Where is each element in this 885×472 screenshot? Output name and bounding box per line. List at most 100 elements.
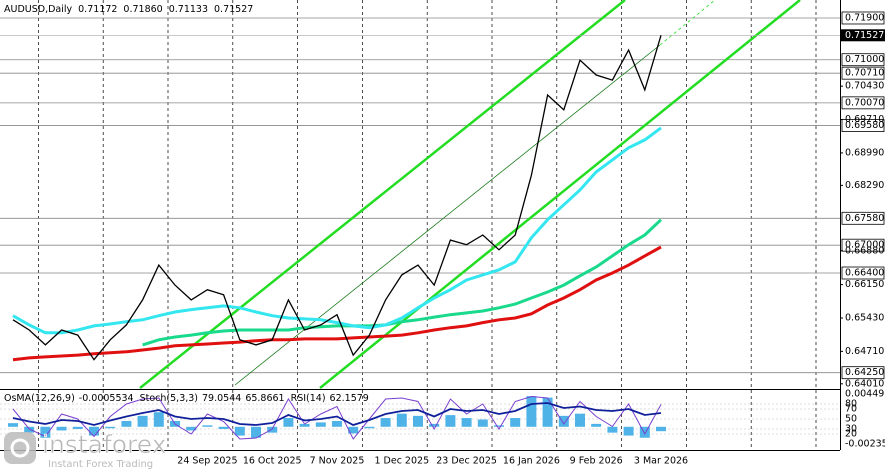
osma-bar [380,418,391,427]
osma-bar [575,413,585,427]
y-tick-label: 20 [845,429,857,440]
level-label: 0.66400 [845,268,884,279]
osma-bar [72,426,83,429]
y-tick-label: 0.64010 [845,378,884,389]
osma-bar [413,415,423,427]
level-box [841,238,885,252]
osma-bar [8,423,18,427]
oscillator-line [12,402,662,426]
osma-bar [218,426,229,429]
level-label: 0.67000 [845,240,884,251]
logo-icon [4,432,36,464]
symbol: AUDUSD,Daily [4,4,73,15]
osma-bar [121,420,132,427]
level-label: 0.71000 [845,54,884,65]
osma-bar [137,415,148,427]
osma-bar [105,426,116,429]
osma-bar [186,426,197,431]
channel-line [139,0,626,389]
indicator-name: RSI(14) [291,393,326,404]
indicator-reading: -0.0005534 [79,393,134,404]
moving-average [12,245,662,362]
x-tick-label: 7 Nov 2025 [310,456,365,467]
price-line [12,35,662,361]
osma-bar [526,396,537,427]
osma-bar [202,425,213,427]
y2-tick-label: -0.002355 [845,439,885,450]
osma-bar [396,413,407,427]
osma-bar [429,423,440,427]
x-tick-label: 1 Dec 2025 [374,456,429,467]
ohlc-value: 0.71133 [169,4,208,15]
level-label: 0.70710 [845,68,884,79]
ohlc-value: 0.71527 [214,4,253,15]
indicator-reading: 79.0544 [202,393,241,404]
osma-bar [56,426,67,431]
moving-average [142,218,663,347]
y-tick-label: 0.66880 [845,245,884,256]
indicator-reading: 62.1579 [330,393,369,404]
y-tick-label: 0.70430 [845,81,884,92]
osma-bar [234,426,245,436]
osma-bar [477,419,488,427]
chart-header: AUDUSD,Daily 0.71172 0.71860 0.71133 0.71527 [4,4,253,15]
indicator-name: OsMA(12,26,9) [4,393,75,404]
level-label: 0.71900 [845,12,884,23]
ohlc-value: 0.71172 [78,4,117,15]
level-label: 0.70070 [845,97,884,108]
osma-bar [558,415,569,427]
osma-bar [623,426,634,436]
logo-name: instaforex [42,430,167,459]
level-box [841,266,885,280]
level-label: 0.64250 [845,367,884,378]
osma-bar [40,426,51,438]
level-box [841,96,885,110]
osma-bar [591,423,602,427]
grid [0,0,840,450]
level-box [841,211,885,225]
plot [0,34,840,440]
y-tick-label: 0.65430 [845,312,884,323]
y-tick-label: 30 [845,424,857,435]
axis: 24 Sep 2025 16 Oct 2025 7 Nov 2025 1 Dec 20… [177,11,885,467]
osma-bar [445,415,456,427]
y-tick-label: 0.64710 [845,346,884,357]
logo-tagline: Instant Forex Trading [48,459,153,470]
y-tick-label: 80 [845,399,857,410]
osma-bar [542,397,553,427]
osma-bar [461,418,472,427]
logo: instaforex Instant Forex Trading [4,430,167,470]
osma-bar [639,426,650,438]
osma-bar [153,412,164,427]
level-label: 0.67580 [845,213,884,224]
y-tick-label: 0.68290 [845,180,884,191]
y-tick-label: 0.66150 [845,279,884,290]
y-tick-label: 0.69710 [845,114,884,125]
x-tick-label: 24 Sep 2025 [177,456,237,467]
x-tick-label: 16 Jan 2026 [503,456,560,467]
last-price-box [841,29,885,42]
logo-icon-ring [10,438,30,458]
indicator-name: Stoch(5,3,3) [140,393,198,404]
osma-bar [283,418,294,427]
x-tick-label: 16 Oct 2025 [243,456,302,467]
y2-tick-label: 0.0044924 [845,389,885,400]
y-tick-label: 70 [845,404,857,415]
osma-bar [89,426,99,436]
y-tick-label: 50 [845,414,857,425]
level-box [841,53,885,67]
indicator-reading: 65.8661 [245,393,284,404]
ohlc-value: 0.71860 [123,4,162,15]
level-box [841,119,885,132]
y-tick-label: 0.68990 [845,147,884,158]
last-price-label: 0.71527 [845,30,884,41]
x-tick-label: 9 Feb 2026 [570,456,623,467]
osma-bar [364,426,375,429]
x-tick-label: 23 Dec 2025 [436,456,497,467]
osma-bar [510,418,521,427]
osma-bar [332,420,342,427]
oscillator-header: OsMA(12,26,9) -0.0005534 Stoch(5,3,3) 79.05… [4,393,369,404]
osma-bar [348,426,359,434]
